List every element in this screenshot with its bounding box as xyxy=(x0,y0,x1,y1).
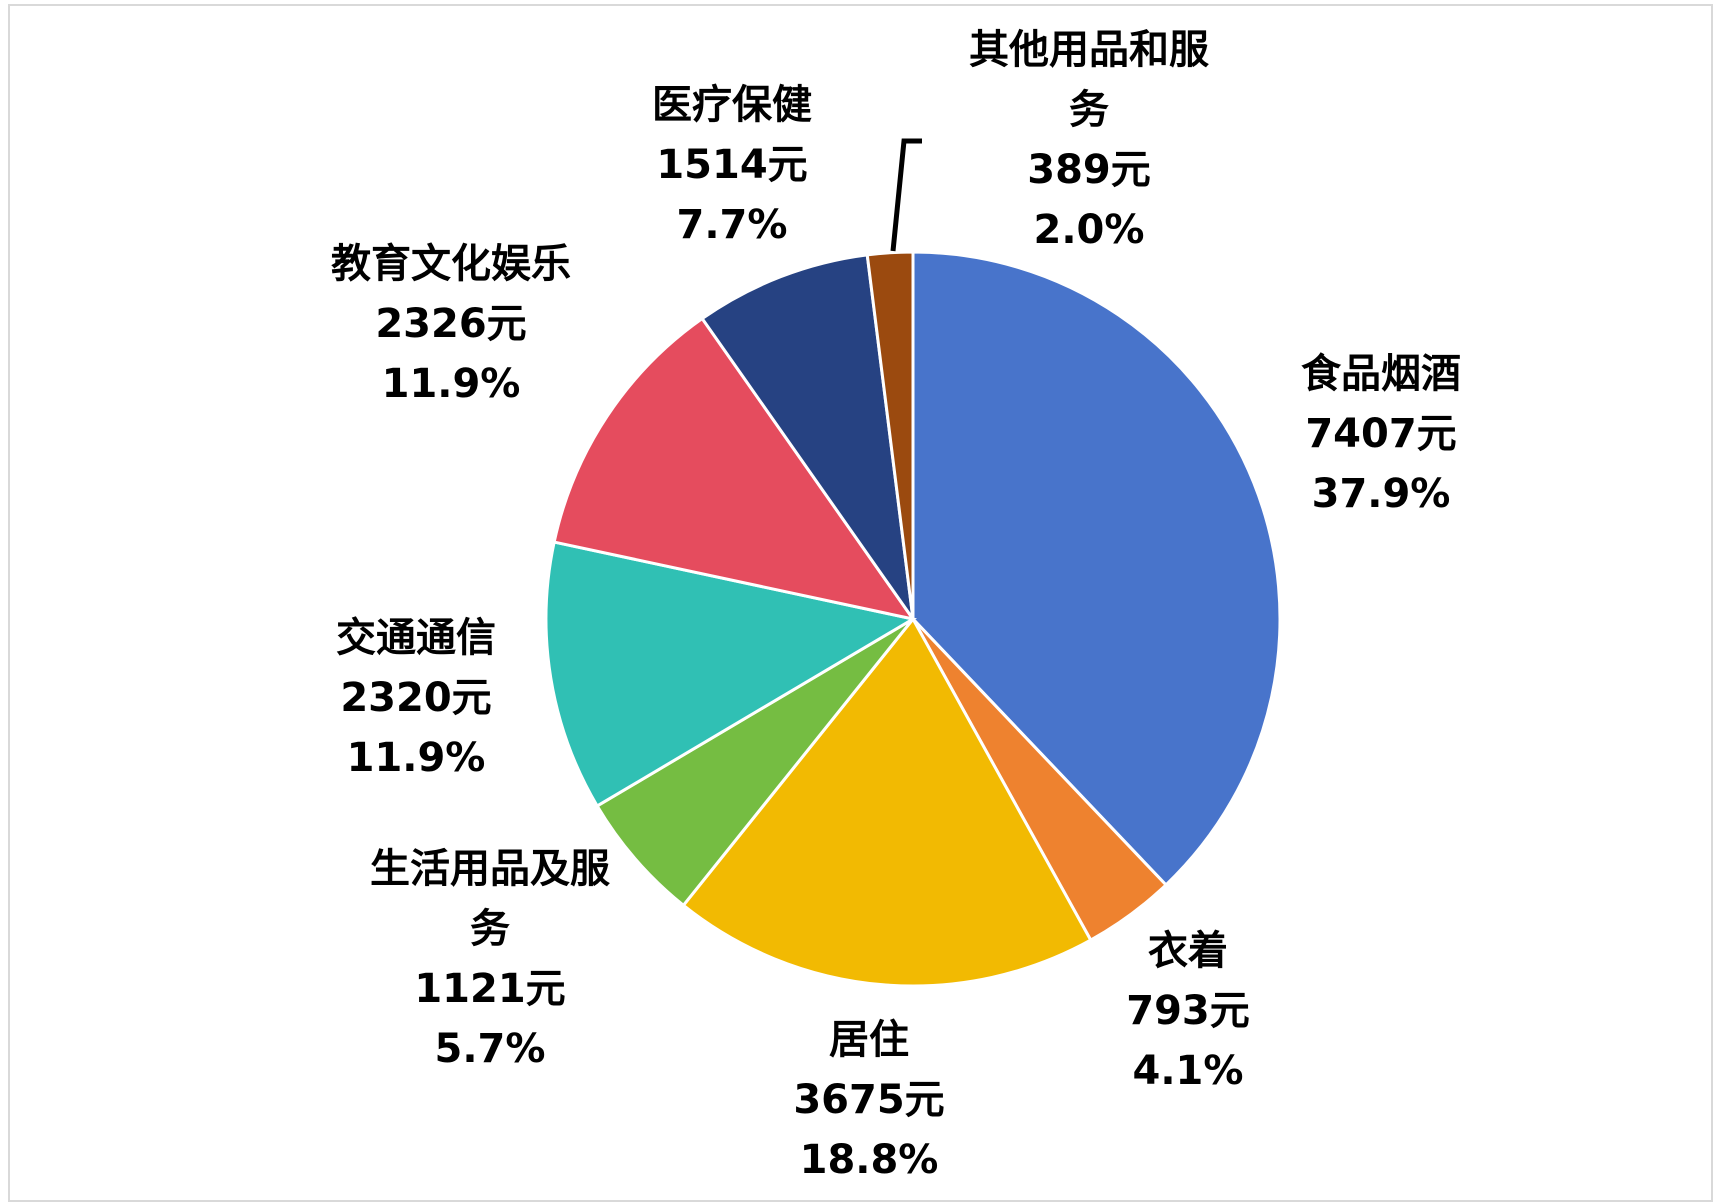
value-label: 2320元 xyxy=(340,675,492,721)
category: 居住 xyxy=(829,1017,909,1063)
slices xyxy=(544,250,1282,988)
percent-label: 37.9% xyxy=(1311,471,1451,517)
slice-label: 衣着 793元 4.1% xyxy=(1038,921,1338,1101)
slice-label: 医疗保健 1514元 7.7% xyxy=(582,75,882,255)
frame xyxy=(8,4,1713,1202)
value-label: 3675元 xyxy=(793,1077,945,1123)
percent-label: 5.7% xyxy=(434,1026,546,1072)
slice-label: 教育文化娱乐 2326元 11.9% xyxy=(301,234,601,414)
pie-slice xyxy=(552,316,917,622)
value-label: 7407元 xyxy=(1305,411,1457,457)
slice-label: 交通通信 2320元 11.9% xyxy=(266,608,566,788)
percent-label: 2.0% xyxy=(1033,207,1145,253)
category: 食品烟酒 xyxy=(1301,351,1461,397)
pie-slice xyxy=(865,250,915,620)
percent-label: 11.9% xyxy=(346,735,486,781)
leader-line xyxy=(890,138,922,252)
pie-slice xyxy=(681,616,1093,988)
slice-label: 食品烟酒 7407元 37.9% xyxy=(1231,344,1531,524)
category: 生活用品及服务 xyxy=(370,846,610,952)
slice-label: 生活用品及服务 1121元 5.7% xyxy=(365,839,615,1079)
value-label: 1514元 xyxy=(656,142,808,188)
category: 交通通信 xyxy=(336,615,496,661)
pie-slice xyxy=(700,253,915,620)
percent-label: 18.8% xyxy=(799,1137,939,1183)
value-label: 2326元 xyxy=(375,301,527,347)
category: 衣着 xyxy=(1148,928,1228,974)
category: 其他用品和服务 xyxy=(969,27,1209,133)
value-label: 389元 xyxy=(1027,147,1151,193)
value-label: 793元 xyxy=(1126,988,1250,1034)
slice-label: 居住 3675元 18.8% xyxy=(719,1010,1019,1190)
pie-slice xyxy=(595,617,915,908)
category: 教育文化娱乐 xyxy=(331,241,571,287)
category: 医疗保健 xyxy=(652,82,812,128)
value-label: 1121元 xyxy=(414,966,566,1012)
pie-slice xyxy=(544,540,918,809)
percent-label: 4.1% xyxy=(1132,1048,1244,1094)
slice-label: 其他用品和服务 389元 2.0% xyxy=(964,20,1214,260)
pie-slice xyxy=(911,250,1282,888)
percent-label: 7.7% xyxy=(676,202,788,248)
percent-label: 11.9% xyxy=(381,361,521,407)
